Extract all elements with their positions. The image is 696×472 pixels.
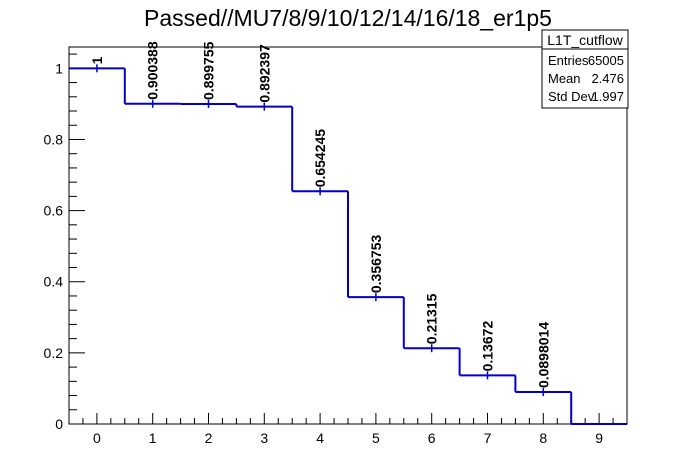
stats-entries-value: 65005 xyxy=(588,53,624,68)
stats-stddev-label: Std Dev xyxy=(548,89,595,104)
x-tick-label: 7 xyxy=(484,430,492,446)
data-label: 1 xyxy=(89,56,105,64)
y-tick-label: 0.6 xyxy=(44,203,64,219)
y-tick-label: 0.8 xyxy=(44,131,64,147)
axes: 0 1 2 3 4 5 6 7 8 9 0 0.2 0.4 0.6 0.8 1 xyxy=(44,46,628,446)
stats-mean-value: 2.476 xyxy=(591,71,624,86)
stats-entries-label: Entries xyxy=(548,53,589,68)
data-labels: 1 0.900388 0.899755 0.892397 0.654245 0.35675… xyxy=(89,41,551,388)
x-tick-label: 8 xyxy=(539,430,547,446)
chart-title: Passed//MU7/8/9/10/12/14/16/18_er1p5 xyxy=(144,5,552,31)
data-label: 0.892397 xyxy=(256,44,272,103)
stats-mean-label: Mean xyxy=(548,71,581,86)
x-tick-label: 5 xyxy=(372,430,380,446)
x-tick-label: 4 xyxy=(316,430,324,446)
x-tick-label: 3 xyxy=(260,430,268,446)
y-tick-label: 0.2 xyxy=(44,345,64,361)
stats-stddev-value: 1.997 xyxy=(591,89,624,104)
y-tick-label: 0 xyxy=(55,416,63,432)
data-label: 0.21315 xyxy=(424,293,440,344)
data-label: 0.13672 xyxy=(480,321,496,372)
x-tick-label: 0 xyxy=(93,430,101,446)
data-label: 0.900388 xyxy=(145,41,161,100)
histogram-series xyxy=(69,64,627,425)
x-tick-label: 9 xyxy=(595,430,603,446)
data-label: 0.0898014 xyxy=(535,322,551,388)
stats-box: L1T_cutflow Entries 65005 Mean 2.476 Std… xyxy=(541,29,629,109)
data-label: 0.356753 xyxy=(368,235,384,294)
x-tick-label: 2 xyxy=(205,430,213,446)
x-tick-label: 6 xyxy=(428,430,436,446)
y-tick-label: 1 xyxy=(55,60,63,76)
data-label: 0.654245 xyxy=(312,129,328,188)
stats-box-title: L1T_cutflow xyxy=(547,32,623,48)
x-tick-label: 1 xyxy=(149,430,157,446)
y-tick-label: 0.4 xyxy=(44,274,64,290)
data-label: 0.899755 xyxy=(201,41,217,100)
stats-box-frame xyxy=(541,29,629,109)
